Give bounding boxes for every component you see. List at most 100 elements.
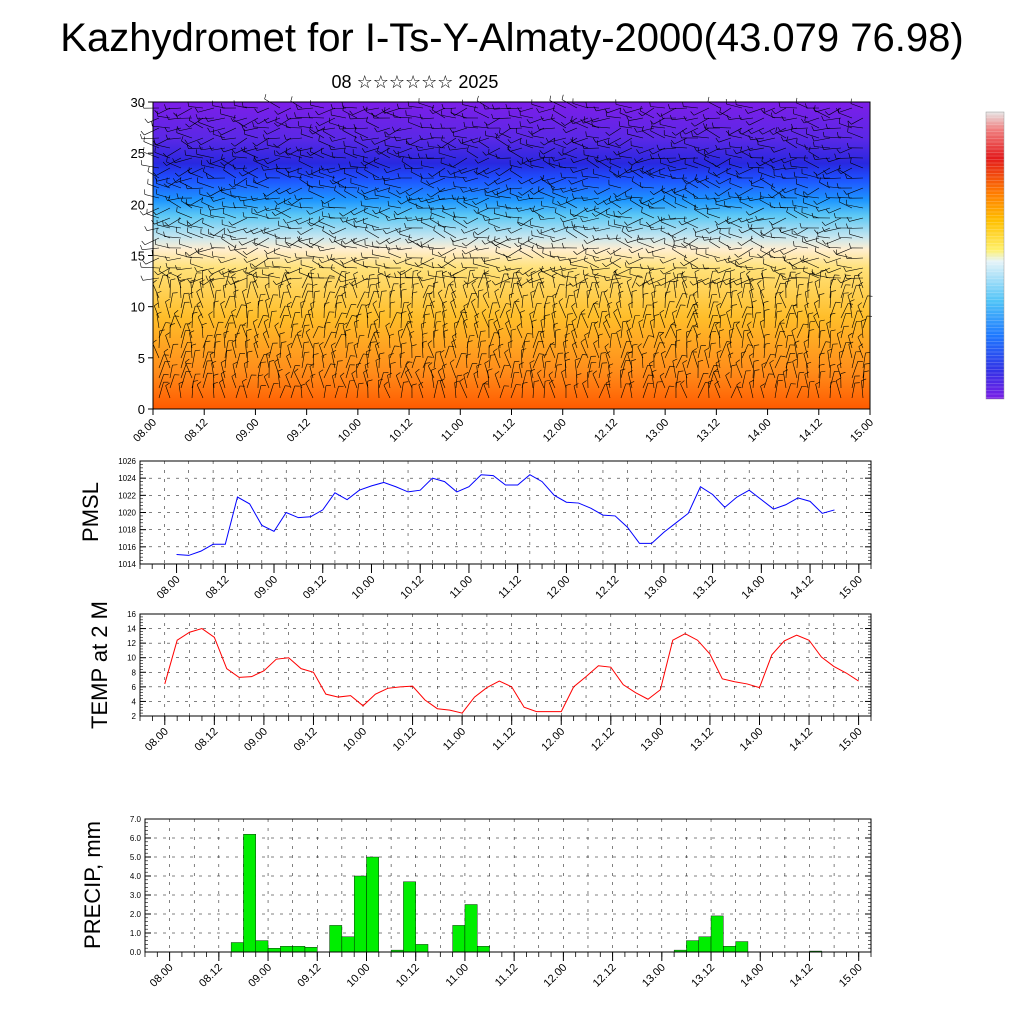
- wind-barb: [444, 260, 457, 269]
- wind-barb: [582, 175, 600, 179]
- wind-barb-flag: [318, 216, 320, 222]
- wind-barb-flag: [339, 212, 344, 217]
- wind-barb: [422, 285, 429, 299]
- wind-barb: [619, 155, 633, 159]
- wind-barb: [266, 354, 270, 369]
- wind-barb-flag: [422, 332, 428, 335]
- wind-barb-flag: [747, 344, 753, 346]
- wind-barb: [814, 302, 820, 319]
- wind-barb-flag: [720, 314, 726, 316]
- wind-barb-flag: [453, 181, 455, 187]
- wind-barb-flag: [817, 231, 819, 237]
- wind-barb: [681, 282, 688, 299]
- wind-barb-flag: [406, 302, 412, 307]
- page-title: Kazhydromet for I-Ts-Y-Almaty-2000(43.07…: [60, 16, 964, 60]
- wind-barb-flag: [790, 161, 792, 167]
- wind-barb: [257, 362, 262, 379]
- wind-barb: [342, 110, 358, 119]
- wind-barb-flag: [188, 167, 190, 173]
- wind-barb-flag: [571, 115, 573, 121]
- wind-barb-flag: [849, 299, 855, 302]
- wind-barb: [507, 237, 523, 241]
- wind-barb: [220, 187, 237, 192]
- x-tick-label: 13.00: [639, 726, 667, 754]
- wind-barb-flag: [803, 350, 809, 355]
- wind-barb-flag: [318, 258, 323, 263]
- x-tick-label: 15.00: [837, 962, 865, 990]
- wind-barb: [232, 177, 248, 188]
- cross-section-x-axis: 08.00 08.12 09.00 09.12 10.00 10.12 11.00 11.12…: [131, 409, 876, 445]
- wind-barb: [334, 240, 347, 249]
- temperature-shading: [153, 102, 870, 409]
- wind-barb: [407, 217, 424, 222]
- wind-barb-flag: [351, 304, 357, 306]
- wind-barb-flag: [174, 310, 179, 314]
- wind-barb-flag: [761, 272, 763, 278]
- wind-barb-flag: [565, 383, 571, 386]
- wind-barb-flag: [179, 279, 185, 283]
- wind-barb: [319, 184, 336, 189]
- wind-barb-flag: [264, 206, 268, 211]
- wind-barb-flag: [680, 271, 685, 275]
- wind-barb-flag: [233, 289, 239, 293]
- wind-barb: [290, 312, 296, 329]
- wind-barb-flag: [170, 278, 176, 281]
- wind-barb: [674, 193, 688, 199]
- pmsl-grid: [140, 461, 871, 564]
- wind-barb-flag: [623, 108, 627, 114]
- wind-barb: [375, 194, 391, 199]
- wind-barb-flag: [354, 257, 356, 263]
- wind-barb: [279, 292, 284, 309]
- wind-barb: [605, 382, 611, 399]
- wind-barb-flag: [660, 113, 663, 119]
- wind-barb: [829, 291, 832, 309]
- wind-barb-flag: [450, 237, 454, 242]
- wind-barb-flag: [241, 304, 247, 306]
- wind-barb: [664, 385, 670, 399]
- wind-barb: [543, 315, 546, 329]
- wind-barb: [298, 160, 314, 169]
- wind-barb-flag: [462, 311, 468, 313]
- wind-barb: [659, 335, 666, 349]
- wind-barb: [649, 321, 655, 339]
- wind-barb: [488, 222, 501, 229]
- wind-barb-flag: [571, 220, 573, 226]
- wind-barb: [361, 205, 380, 209]
- wind-barb-flag: [626, 327, 632, 332]
- wind-barb-flag: [560, 265, 563, 271]
- wind-barb-flag: [351, 257, 355, 262]
- wind-barb-flag: [361, 148, 366, 153]
- wind-barb: [801, 212, 820, 219]
- wind-barb-flag: [639, 263, 642, 269]
- wind-barb-flag: [619, 107, 621, 113]
- wind-barb: [671, 227, 688, 237]
- wind-barb: [561, 177, 578, 179]
- wind-barb: [350, 117, 369, 120]
- precip-bar: [329, 925, 343, 953]
- wind-barb: [264, 98, 281, 109]
- wind-barb: [796, 353, 799, 369]
- wind-barb: [726, 312, 732, 329]
- wind-barb: [353, 207, 369, 216]
- wind-barb-flag: [561, 369, 566, 373]
- wind-barb-flag: [819, 319, 825, 322]
- wind-barb-flag: [539, 353, 545, 355]
- wind-barb-flag: [328, 144, 332, 150]
- wind-barb: [592, 117, 611, 123]
- wind-barb: [299, 272, 314, 279]
- wind-barb-flag: [250, 195, 254, 201]
- y-tick-label: 10: [131, 300, 145, 315]
- wind-barb-flag: [605, 380, 611, 384]
- wind-barb-flag: [392, 112, 395, 118]
- wind-barb-flag: [803, 191, 805, 197]
- wind-barb: [774, 273, 781, 289]
- wind-barb: [664, 301, 670, 319]
- wind-barb-flag: [545, 302, 551, 304]
- wind-barb: [231, 311, 237, 329]
- wind-barb: [330, 268, 347, 279]
- wind-barb-flag: [718, 236, 721, 242]
- wind-barb-flag: [295, 104, 299, 110]
- wind-barb-flag: [338, 163, 341, 169]
- wind-barb-flag: [395, 227, 399, 233]
- wind-barb-flag: [746, 330, 752, 335]
